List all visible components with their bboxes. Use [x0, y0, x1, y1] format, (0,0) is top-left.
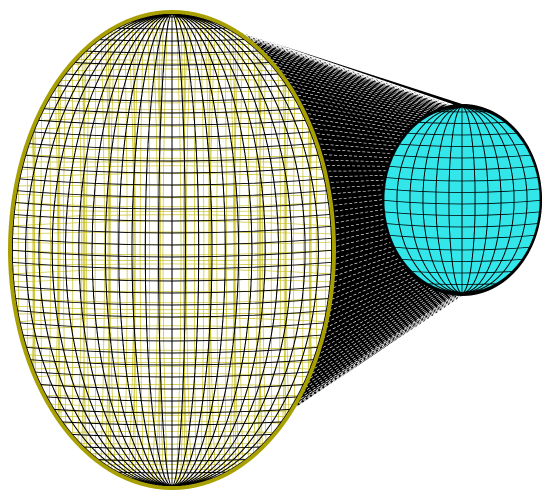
- mesh-grid: [144, 14, 200, 486]
- generator: [218, 25, 481, 115]
- generator: [293, 252, 511, 389]
- generator: [263, 271, 499, 438]
- generator: [171, 289, 463, 487]
- mesh-grid: [12, 117, 332, 126]
- mesh-line: [384, 234, 540, 239]
- generator: [240, 39, 490, 121]
- generator: [214, 23, 480, 114]
- mesh-grid: [12, 189, 332, 198]
- generator: [253, 51, 495, 125]
- mesh-grid: [12, 165, 332, 174]
- generator: [301, 244, 515, 369]
- generator: [236, 36, 488, 120]
- generator: [310, 234, 518, 341]
- mesh-grid: [12, 333, 332, 342]
- mesh-line: [422, 107, 502, 293]
- generator: [263, 62, 499, 129]
- mesh-fine: [262, 14, 269, 486]
- mesh-grid: [12, 393, 332, 402]
- generator: [293, 110, 511, 148]
- mesh-grid: [12, 201, 332, 210]
- mesh-line: [384, 153, 540, 159]
- generator: [288, 256, 509, 399]
- mesh-fine: [270, 14, 273, 486]
- mesh-grid: [118, 14, 226, 486]
- generator: [313, 229, 519, 330]
- mesh-fine: [75, 14, 82, 486]
- mesh-grid: [12, 273, 332, 282]
- mesh-grid: [12, 249, 332, 258]
- mesh-grid: [78, 14, 266, 486]
- generator: [277, 82, 505, 137]
- generator: [256, 273, 497, 445]
- mesh-line: [448, 107, 476, 293]
- mesh-line: [384, 222, 540, 228]
- generator: [221, 27, 483, 116]
- mesh-grid: [12, 321, 332, 330]
- generator: [218, 285, 481, 475]
- mesh-grid: [12, 225, 332, 234]
- generator: [203, 18, 475, 113]
- mesh-grid: [12, 261, 332, 270]
- mesh-fine: [63, 14, 69, 486]
- mesh-grid: [12, 237, 332, 246]
- mesh-grid: [12, 369, 332, 378]
- generator: [221, 284, 483, 473]
- mesh-line: [384, 199, 540, 205]
- mesh-grid: [12, 297, 332, 306]
- mesh-grid: [12, 14, 332, 18]
- generator: [246, 45, 493, 123]
- mesh-grid: [131, 14, 213, 486]
- mesh-grid: [38, 14, 306, 486]
- mesh-grid: [91, 14, 253, 486]
- generator: [214, 286, 480, 477]
- mesh-line: [384, 188, 540, 193]
- mesh-grid: [104, 14, 240, 486]
- mesh-grid: [158, 14, 186, 486]
- mesh-line: [396, 107, 528, 293]
- mesh-grid: [12, 285, 332, 294]
- mesh-line: [435, 107, 489, 293]
- mesh-grid: [12, 381, 332, 390]
- mesh-grid: [12, 309, 332, 318]
- mesh-grid: [12, 129, 332, 138]
- mesh-grid: [12, 345, 332, 354]
- generator: [225, 29, 484, 117]
- mesh-grid: [12, 105, 332, 114]
- generator: [225, 283, 484, 471]
- mesh-grid: [65, 14, 279, 486]
- mesh-line: [384, 176, 540, 182]
- mesh-line: [384, 245, 540, 251]
- generator: [232, 34, 487, 119]
- mesh-grid: [12, 153, 332, 162]
- mesh-fine: [231, 14, 237, 486]
- mesh-grid: [51, 14, 293, 486]
- mesh-grid: [12, 357, 332, 366]
- mesh-fine: [71, 14, 74, 486]
- mesh-line: [384, 211, 540, 216]
- mesh-grid: [12, 177, 332, 186]
- generator: [175, 289, 464, 487]
- mesh-fine: [107, 14, 113, 486]
- mesh-grid: [12, 141, 332, 150]
- mesh-line: [409, 107, 515, 293]
- generator: [286, 96, 508, 142]
- mesh-grid: [12, 93, 332, 102]
- mesh-grid: [12, 213, 332, 222]
- mesh-fine: [275, 14, 281, 486]
- mesh-grid: [25, 14, 319, 486]
- mesh-line: [384, 165, 540, 170]
- generator: [297, 248, 513, 379]
